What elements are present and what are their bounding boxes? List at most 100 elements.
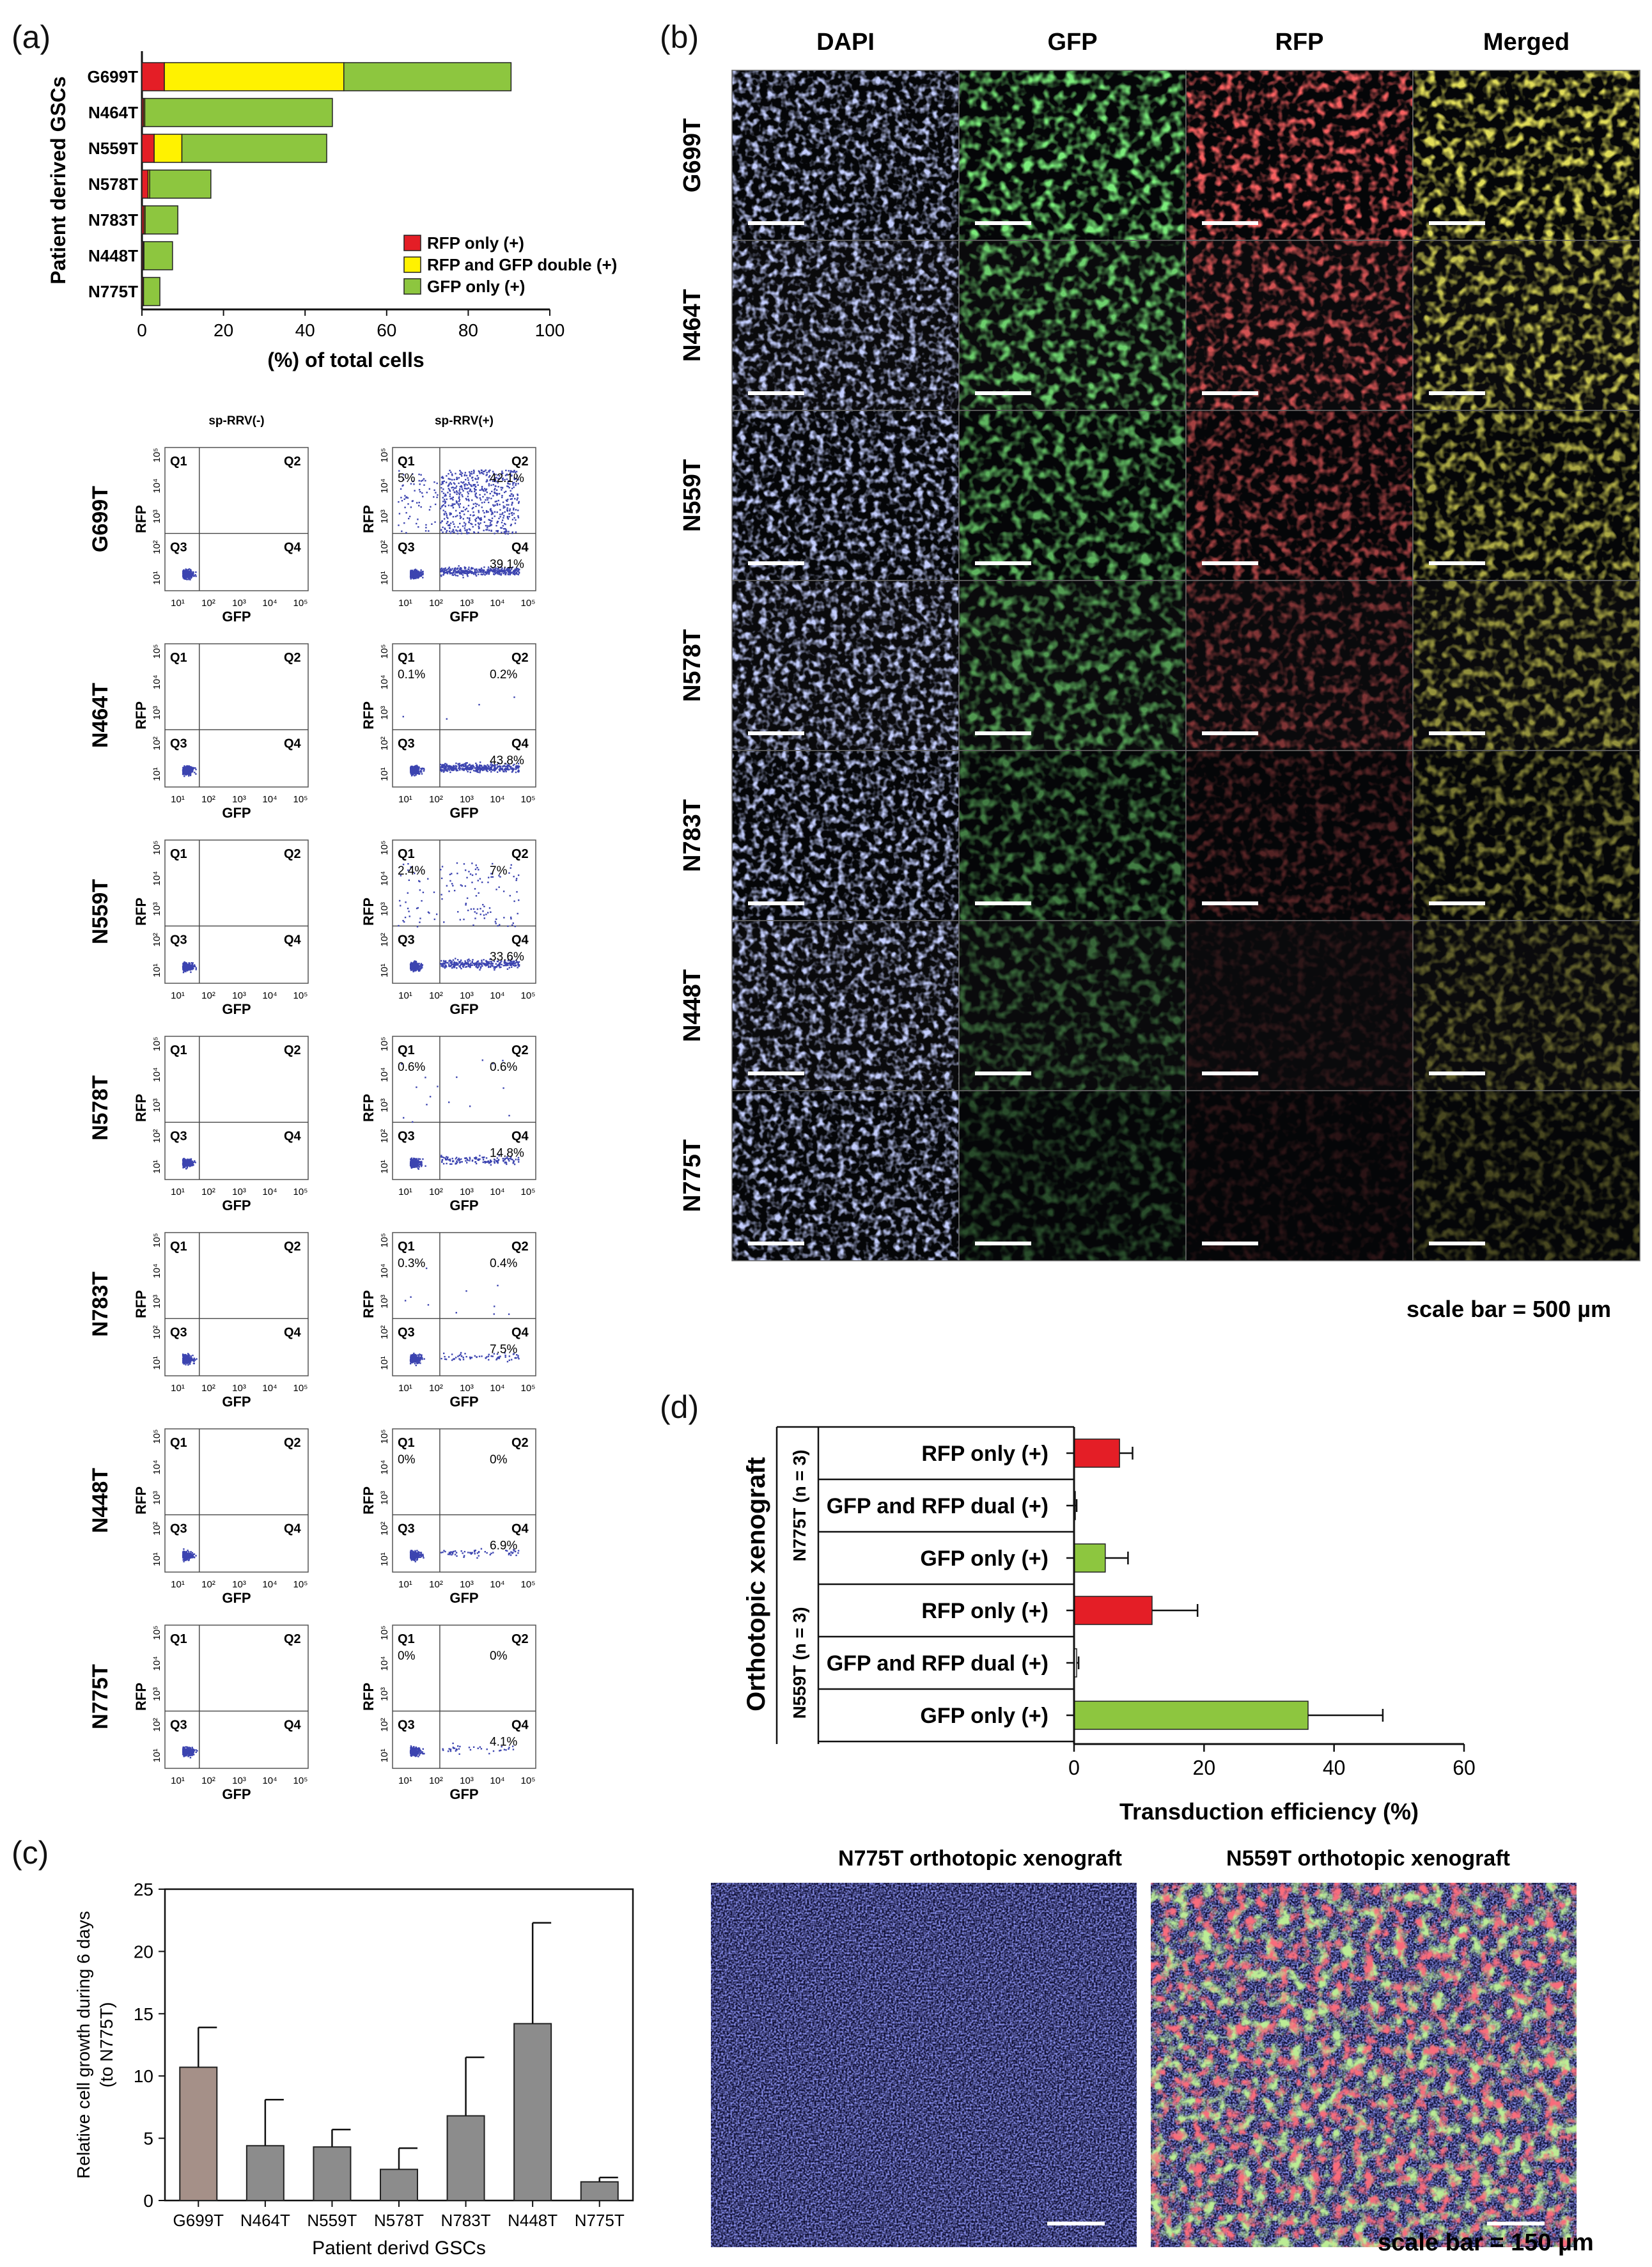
micro-row-label: G699T (679, 118, 706, 192)
quadrant-label: Q4 (511, 1129, 529, 1143)
quadrant-label: Q2 (284, 1240, 301, 1254)
micro-image (1186, 1091, 1413, 1261)
flow-row-label: N559T (88, 879, 113, 944)
micro-image-signal (959, 751, 1186, 921)
bar-segment (144, 98, 332, 127)
flow-x-tick: 10³ (232, 1187, 246, 1197)
y-tick-label: 0 (143, 2191, 153, 2211)
quadrant-label: Q1 (398, 651, 415, 665)
micro-image (1413, 751, 1640, 921)
bar (180, 2068, 217, 2201)
micro-image-signal (1186, 70, 1413, 240)
x-tick-label: 40 (1323, 1756, 1346, 1779)
scale-bar (1202, 731, 1258, 735)
flow-y-tick: 10¹ (152, 1160, 162, 1174)
panel-label-b: (b) (660, 19, 699, 55)
quadrant-percent: 6.9% (490, 1539, 517, 1552)
y-axis-title: Orthotopic xenograft (742, 1457, 770, 1711)
bar (1074, 1544, 1105, 1572)
flow-x-tick: 10⁴ (490, 1775, 504, 1786)
micro-image (1413, 1091, 1640, 1261)
quadrant-label: Q3 (170, 736, 187, 751)
quadrant-percent: 33.6% (490, 950, 524, 963)
flow-x-tick: 10³ (232, 794, 246, 805)
micro-image (959, 70, 1186, 240)
flow-x-tick: 10¹ (171, 598, 185, 609)
flow-x-tick: 10³ (460, 794, 474, 805)
quadrant-label: Q2 (511, 1436, 529, 1450)
quadrant-label: Q4 (511, 540, 529, 554)
x-tick-label: N448T (508, 2211, 557, 2230)
flow-x-tick: 10² (429, 598, 443, 609)
flow-y-tick: 10⁴ (152, 478, 162, 493)
flow-y-tick: 10⁵ (379, 841, 390, 855)
quadrant-percent: 0% (490, 1649, 508, 1663)
flow-x-label: GFP (222, 1786, 251, 1802)
flow-x-tick: 10³ (460, 1383, 474, 1394)
micro-row-label: N448T (679, 969, 706, 1042)
micro-image (732, 240, 959, 410)
quadrant-label: Q2 (284, 455, 301, 469)
scale-bar (1429, 561, 1485, 565)
quadrant-percent: 0% (490, 1453, 508, 1467)
micro-image-signal (1186, 751, 1413, 921)
micro-image (1186, 70, 1413, 240)
flow-x-tick: 10⁴ (490, 1579, 504, 1590)
flow-x-tick: 10³ (232, 1383, 246, 1394)
micro-column-title: DAPI (816, 29, 875, 56)
quadrant-label: Q3 (398, 1718, 415, 1732)
quadrant-label: Q3 (398, 1522, 415, 1536)
flow-y-tick: 10⁴ (152, 674, 162, 689)
flow-x-label: GFP (222, 1394, 251, 1410)
flow-x-tick: 10² (429, 1775, 443, 1786)
x-tick-label: N464T (240, 2211, 290, 2230)
y-tick-label: 25 (134, 1880, 153, 1899)
quadrant-percent: 42.1% (490, 472, 524, 485)
xenograft-image-n559t (1151, 1883, 1577, 2247)
micro-image-signal (1186, 410, 1413, 580)
quadrant-label: Q1 (398, 1436, 415, 1450)
flow-x-tick: 10² (429, 794, 443, 805)
scale-bar (748, 1242, 804, 1245)
category-label: N775T (88, 282, 138, 301)
micro-image-signal (732, 70, 959, 240)
flow-x-tick: 10³ (460, 1579, 474, 1590)
micro-image (959, 921, 1186, 1091)
micro-row-label: N578T (679, 629, 706, 702)
micro-image-signal (1413, 240, 1640, 410)
flow-plot-frame (165, 840, 308, 983)
flow-y-tick: 10¹ (152, 1356, 162, 1370)
flow-x-tick: 10² (201, 1775, 215, 1786)
micro-image-signal (1186, 921, 1413, 1091)
micro-image (1413, 580, 1640, 751)
flow-x-tick: 10² (201, 1383, 215, 1394)
micro-image-signal (1413, 580, 1640, 751)
flow-y-tick: 10⁵ (379, 1037, 390, 1052)
category-label: N464T (88, 103, 138, 122)
quadrant-percent: 39.1% (490, 557, 524, 571)
flow-x-tick: 10¹ (171, 1187, 185, 1197)
micro-image-signal (959, 1091, 1186, 1261)
quadrant-percent: 0.6% (398, 1061, 425, 1074)
micro-row-label: N783T (679, 799, 706, 872)
flow-x-tick: 10² (201, 598, 215, 609)
legend-label: RFP and GFP double (+) (427, 255, 617, 274)
flow-x-tick: 10⁴ (262, 1187, 277, 1197)
micro-image (959, 751, 1186, 921)
micro-image (1413, 240, 1640, 410)
bar (313, 2147, 350, 2201)
flow-x-tick: 10⁴ (490, 990, 504, 1001)
quadrant-label: Q3 (398, 1129, 415, 1143)
flow-x-label: GFP (222, 609, 251, 625)
flow-y-tick: 10¹ (379, 1749, 390, 1763)
group-label: N559T (n = 3) (790, 1607, 809, 1718)
quadrant-label: Q4 (511, 933, 529, 947)
flow-y-tick: 10² (379, 736, 390, 751)
scale-bar (975, 391, 1031, 395)
